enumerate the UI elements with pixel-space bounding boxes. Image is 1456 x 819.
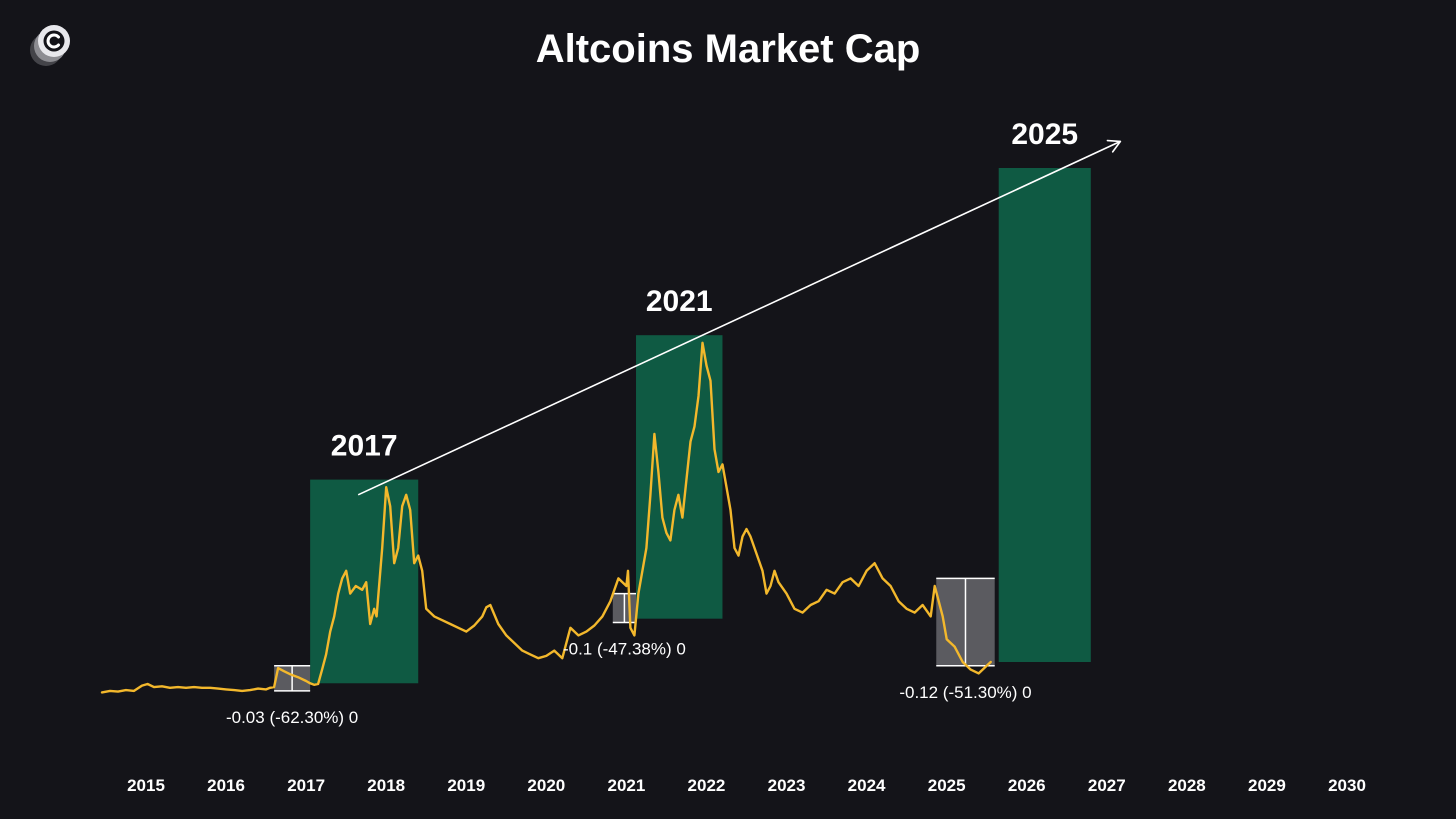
drawdown-label-1: -0.03 (-62.30%) 0 [226,708,358,727]
drawdown-box-2 [612,592,637,624]
drawdown-label-2: -0.1 (-47.38%) 0 [563,639,686,658]
x-tick-2024: 2024 [848,776,886,795]
x-tick-2017: 2017 [287,776,325,795]
series-line-layer [100,341,992,694]
trend-arrow-head [1106,139,1122,153]
altcoins-market-cap-line [100,341,992,694]
drawdown-label-3: -0.12 (-51.30%) 0 [899,683,1031,702]
x-tick-2016: 2016 [207,776,245,795]
cycle-label-2017: 2017 [331,430,398,463]
x-axis-tick-labels: 2015 2016 2017 2018 2019 2020 2021 2022 2023 2024… [127,776,1366,795]
cycle-box-2025 [998,168,1091,662]
annotation-labels: 2017 2021 2025 -0.03 (-62.30%) 0 -0.1 (-47.3… [226,118,1078,727]
x-tick-2029: 2029 [1248,776,1286,795]
x-tick-2022: 2022 [688,776,726,795]
x-tick-2025: 2025 [928,776,966,795]
x-tick-2019: 2019 [447,776,485,795]
chart-title: Altcoins Market Cap [536,27,921,71]
cycle-label-2021: 2021 [646,285,713,318]
brand-logo-icon [30,25,70,66]
x-tick-2026: 2026 [1008,776,1046,795]
x-tick-2030: 2030 [1328,776,1366,795]
x-tick-2015: 2015 [127,776,165,795]
x-tick-2023: 2023 [768,776,806,795]
x-tick-2027: 2027 [1088,776,1126,795]
cycle-label-2025: 2025 [1011,118,1078,151]
drawdown-box-3 [936,577,995,667]
x-tick-2020: 2020 [527,776,565,795]
x-tick-2028: 2028 [1168,776,1206,795]
x-tick-2021: 2021 [607,776,645,795]
x-tick-2018: 2018 [367,776,405,795]
trend-arrow-layer [357,139,1122,496]
trend-arrow [357,139,1122,496]
